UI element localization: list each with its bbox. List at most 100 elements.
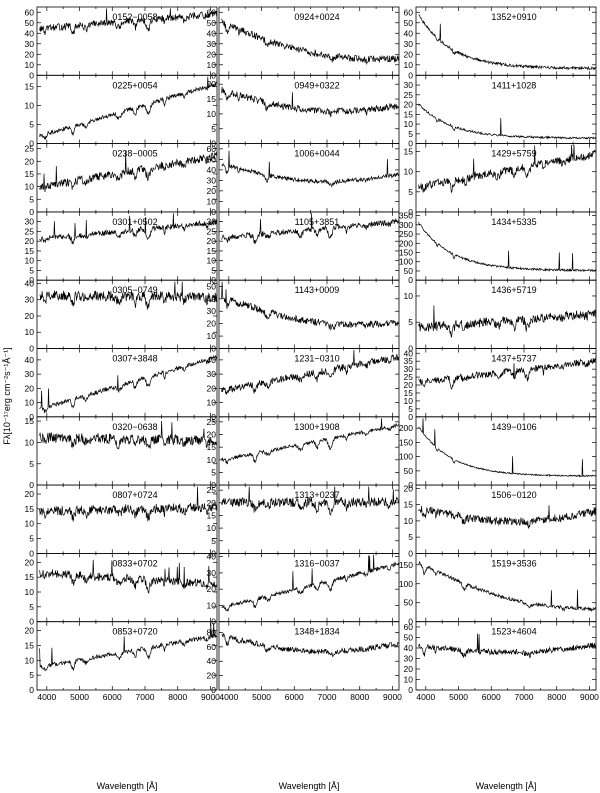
spectrum-line	[418, 505, 597, 530]
y-tick-label: 15	[207, 246, 217, 256]
y-tick-label: 30	[25, 369, 35, 379]
y-tick-label: 10	[207, 256, 217, 266]
y-tick-label: 0	[408, 480, 413, 490]
y-axis-title: Fλ[10⁻¹⁷erg cm⁻²s⁻¹Å⁻¹]	[2, 347, 12, 444]
y-tick-label: 50	[207, 154, 217, 164]
y-tick-label: 40	[25, 355, 35, 365]
x-tick-label: 9000	[383, 692, 402, 702]
y-tick-label: 20	[25, 156, 35, 166]
y-tick-label: 15	[25, 82, 35, 92]
panel-label: 1006+0044	[294, 149, 339, 159]
x-tick-label: 8000	[547, 692, 566, 702]
y-tick-label: 15	[404, 500, 414, 510]
x-axis-title-col1: Wavelength [Å]	[97, 781, 158, 791]
y-tick-label: 20	[25, 557, 35, 567]
y-tick-label: 20	[207, 430, 217, 440]
y-tick-label: 150	[399, 437, 413, 447]
panel-1506-0120: 0 5 10 15 20 1506−0120	[404, 483, 597, 558]
y-tick-label: 300	[399, 220, 413, 230]
x-tick-label: 8000	[350, 692, 369, 702]
y-tick-label: 0	[29, 548, 34, 558]
spectrum-line	[39, 8, 218, 35]
spectrum-line	[39, 213, 218, 245]
panel-1436-5719: 0 5 10 1436+5719	[404, 279, 597, 354]
y-tick-label: 20	[207, 49, 217, 59]
y-tick-label: 50	[404, 18, 414, 28]
panel-label: 1506−0120	[491, 490, 536, 500]
y-tick-label: 5	[408, 532, 413, 542]
panel-label: 1519+3536	[491, 558, 536, 568]
y-tick-label: 40	[25, 28, 35, 38]
y-tick-label: 0	[29, 685, 34, 695]
y-tick-label: 30	[25, 295, 35, 305]
y-tick-label: 5	[211, 467, 216, 477]
y-tick-label: 50	[25, 18, 35, 28]
y-tick-label: 5	[29, 670, 34, 680]
spectrum-line	[39, 150, 218, 193]
spectrum-line	[418, 305, 597, 338]
y-tick-label: 30	[404, 364, 414, 374]
spectrum-line	[221, 554, 400, 612]
y-tick-label: 20	[404, 664, 414, 674]
y-tick-label: 10	[207, 331, 217, 341]
y-tick-label: 50	[404, 466, 414, 476]
spectrum-line	[221, 150, 400, 188]
y-tick-label: 40	[207, 294, 217, 304]
y-tick-label: 50	[404, 632, 414, 642]
y-tick-label: 10	[404, 291, 414, 301]
y-tick-label: 10	[404, 119, 414, 129]
panel-1231-0310: 0 10 20 30 40 1231−0310	[207, 348, 400, 422]
y-tick-label: 100	[399, 579, 413, 589]
y-tick-label: 0	[29, 70, 34, 80]
y-tick-label: 10	[404, 516, 414, 526]
y-tick-label: 10	[25, 437, 35, 447]
y-tick-label: 0	[211, 139, 216, 149]
y-tick-label: 35	[404, 356, 414, 366]
spectrum-line	[221, 349, 400, 395]
panel-frame	[415, 621, 597, 691]
y-tick-label: 15	[25, 504, 35, 514]
y-tick-label: 15	[404, 388, 414, 398]
y-tick-label: 30	[25, 217, 35, 227]
y-tick-label: 10	[404, 674, 414, 684]
panel-label: 1434+5335	[491, 217, 536, 227]
y-tick-label: 0	[29, 617, 34, 627]
y-tick-label: 15	[404, 109, 414, 119]
y-tick-label: 350	[399, 211, 413, 221]
y-tick-label: 60	[404, 622, 414, 632]
y-tick-label: 20	[25, 489, 35, 499]
panel-label: 1316−0037	[294, 558, 339, 568]
y-tick-label: 15	[207, 94, 217, 104]
spectrum-line	[221, 486, 400, 516]
panel-frame	[218, 621, 400, 691]
y-tick-label: 15	[207, 442, 217, 452]
panel-0833-0702: 0 5 10 15 20 0833+0702	[25, 553, 218, 627]
y-tick-label: 10	[25, 587, 35, 597]
panel-label: 0833+0702	[112, 558, 157, 568]
y-tick-label: 10	[207, 196, 217, 206]
y-tick-label: 200	[399, 423, 413, 433]
spectrum-line	[418, 418, 596, 478]
y-tick-label: 0	[211, 275, 216, 285]
panel-0305-0749: 0 10 20 30 40 0305−0749	[25, 278, 218, 354]
panel-label: 0320−0638	[112, 422, 157, 432]
panel-label: 1231−0310	[294, 354, 339, 364]
spectrum-line	[39, 76, 217, 140]
y-tick-label: 0	[211, 548, 216, 558]
y-tick-label: 20	[25, 626, 35, 636]
spectrum-line	[221, 86, 399, 118]
y-tick-label: 60	[207, 642, 217, 652]
panel-label: 1436+5719	[491, 285, 536, 295]
x-tick-label: 9000	[201, 692, 220, 702]
y-tick-label: 30	[207, 217, 217, 227]
y-tick-label: 10	[207, 455, 217, 465]
y-tick-label: 25	[207, 226, 217, 236]
panel-0853-0720: 0 5 10 15 20 4000 5000 6000 7000 8000 9000 0853+072…	[25, 621, 220, 702]
y-tick-label: 30	[207, 568, 217, 578]
x-tick-label: 5000	[449, 692, 468, 702]
y-tick-label: 100	[399, 257, 413, 267]
y-tick-label: 40	[207, 656, 217, 666]
